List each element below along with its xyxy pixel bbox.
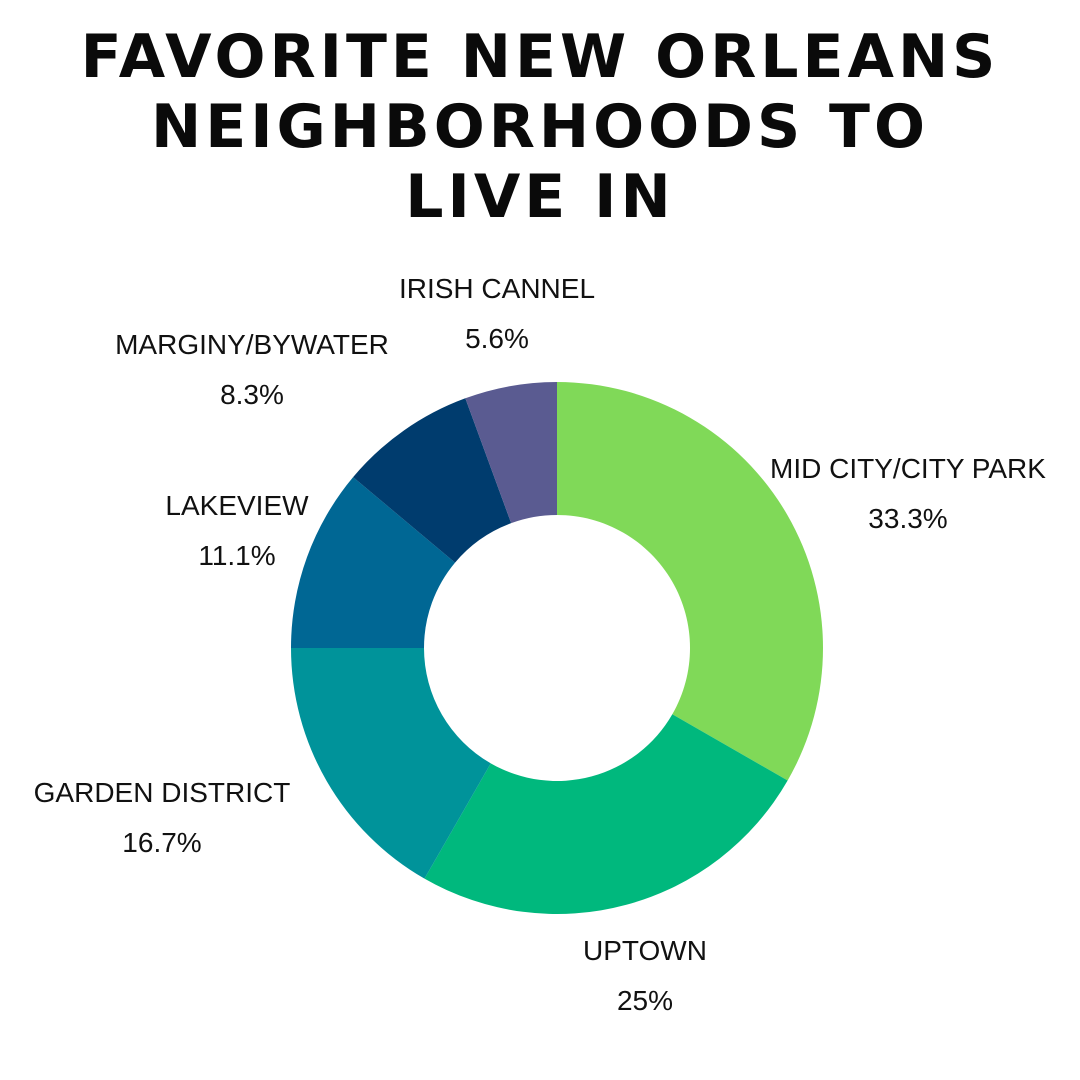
slice-label-mid-city-city-park: MID CITY/CITY PARK <box>770 453 1046 484</box>
slice-label-uptown: UPTOWN <box>583 935 707 966</box>
slice-label-garden-district: GARDEN DISTRICT <box>34 777 291 808</box>
slice-lakeview <box>291 477 456 648</box>
slice-labels: MID CITY/CITY PARK 33.3% UPTOWN 25% GARDEN D… <box>34 273 1047 1016</box>
donut-slices <box>291 382 823 915</box>
slice-value-uptown: 25% <box>617 985 673 1016</box>
chart-title-line-1: FAVORITE NEW ORLEANS <box>80 22 1000 92</box>
slice-value-marginy-bywater: 8.3% <box>220 379 284 410</box>
slice-label-lakeview: LAKEVIEW <box>165 490 309 521</box>
slice-value-irish-cannel: 5.6% <box>465 323 529 354</box>
slice-mid-city-city-park <box>557 382 823 781</box>
slice-label-irish-cannel: IRISH CANNEL <box>399 273 595 304</box>
slice-value-lakeview: 11.1% <box>198 540 275 571</box>
slice-label-marginy-bywater: MARGINY/BYWATER <box>115 329 389 360</box>
chart-title: FAVORITE NEW ORLEANS NEIGHBORHOODS TO LI… <box>0 22 1080 232</box>
slice-value-garden-district: 16.7% <box>122 827 201 858</box>
chart-title-line-2: NEIGHBORHOODS TO <box>151 92 929 162</box>
slice-garden-district <box>291 648 491 879</box>
slice-irish-cannel <box>465 382 557 524</box>
chart-title-line-3: LIVE IN <box>405 162 675 232</box>
slice-marginy-bywater <box>353 398 512 563</box>
slice-value-mid-city-city-park: 33.3% <box>868 503 947 534</box>
slice-uptown <box>424 714 788 915</box>
